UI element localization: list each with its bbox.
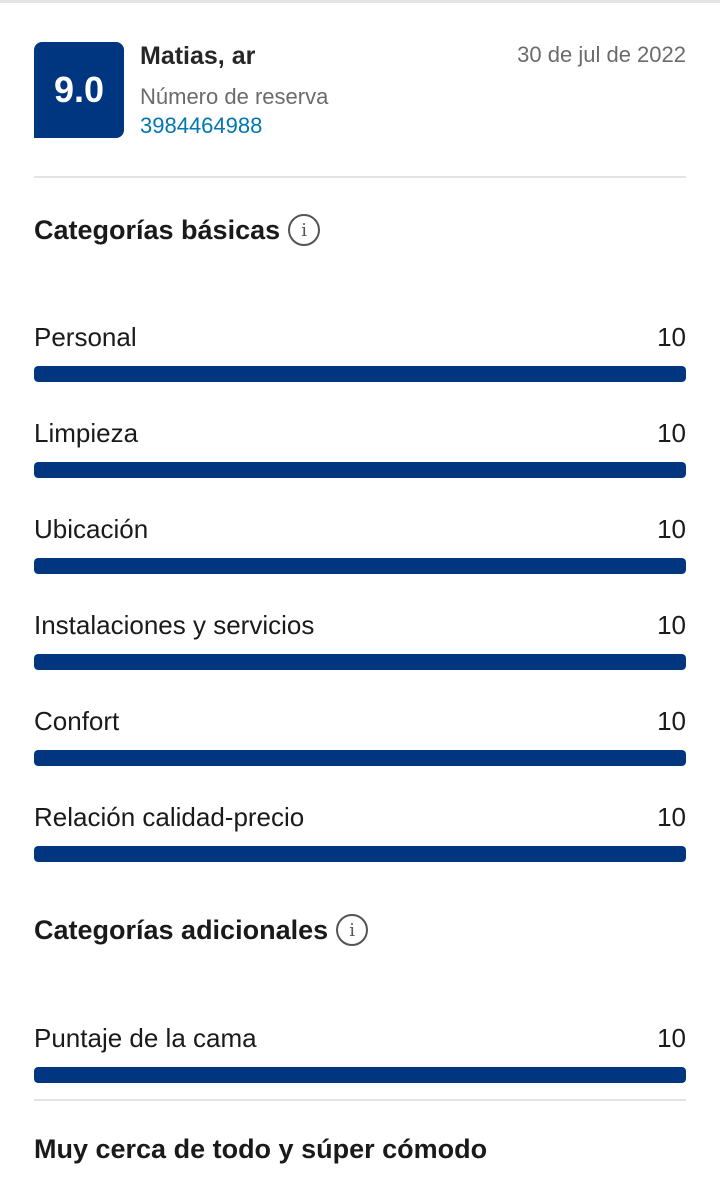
category-label: Limpieza <box>34 418 139 448</box>
category-bar-fill <box>34 558 686 574</box>
category-row: Puntaje de la cama 10 <box>34 1023 686 1083</box>
info-icon[interactable]: i <box>288 214 321 246</box>
category-bar-track <box>34 366 686 382</box>
score-badge: 9.0 <box>34 42 124 138</box>
review-divider <box>34 1099 686 1101</box>
review-date: 30 de jul de 2022 <box>517 42 686 67</box>
category-row: Relación calidad-precio 10 <box>34 802 686 862</box>
category-row: Personal 10 <box>34 322 686 382</box>
category-bar-fill <box>34 1067 686 1083</box>
category-bar-fill <box>34 654 686 670</box>
category-bar-fill <box>34 846 686 862</box>
category-bar-track <box>34 462 686 478</box>
category-score: 10 <box>657 802 686 832</box>
booking-number-label: Número de reserva <box>140 84 329 109</box>
category-bar-fill <box>34 366 686 382</box>
header-divider <box>34 176 686 178</box>
category-score: 10 <box>657 322 686 352</box>
additional-categories-title: Categorías adicionales i <box>34 914 369 946</box>
category-label: Instalaciones y servicios <box>34 610 315 640</box>
basic-categories-title-text: Categorías básicas <box>34 214 281 245</box>
info-icon[interactable]: i <box>336 914 369 946</box>
category-row: Limpieza 10 <box>34 418 686 478</box>
booking-number-link[interactable]: 3984464988 <box>140 113 263 138</box>
basic-categories-title: Categorías básicas i <box>34 214 321 246</box>
category-score: 10 <box>657 1023 686 1053</box>
top-divider <box>0 0 720 3</box>
category-score: 10 <box>657 610 686 640</box>
review-header: 9.0 Matias, ar 30 de jul de 2022 Número … <box>34 42 686 138</box>
reviewer-name: Matias, ar <box>140 42 256 70</box>
category-score: 10 <box>657 418 686 448</box>
category-row: Confort 10 <box>34 706 686 766</box>
category-bar-fill <box>34 462 686 478</box>
category-bar-fill <box>34 750 686 766</box>
category-label: Puntaje de la cama <box>34 1023 257 1053</box>
category-row: Instalaciones y servicios 10 <box>34 610 686 670</box>
category-label: Ubicación <box>34 514 149 544</box>
category-bar-track <box>34 1067 686 1083</box>
category-bar-track <box>34 846 686 862</box>
category-row: Ubicación 10 <box>34 514 686 574</box>
category-score: 10 <box>657 706 686 736</box>
category-score: 10 <box>657 514 686 544</box>
additional-categories-title-text: Categorías adicionales <box>34 914 329 945</box>
category-label: Confort <box>34 706 120 736</box>
category-label: Personal <box>34 322 137 352</box>
category-bar-track <box>34 654 686 670</box>
review-title: Muy cerca de todo y súper cómodo <box>34 1134 488 1164</box>
category-bar-track <box>34 558 686 574</box>
category-bar-track <box>34 750 686 766</box>
category-label: Relación calidad-precio <box>34 802 305 832</box>
